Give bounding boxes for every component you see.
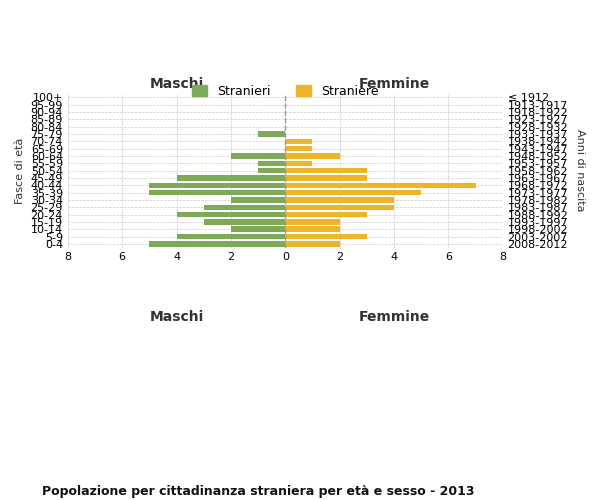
Bar <box>285 197 394 202</box>
Bar <box>285 219 340 224</box>
Y-axis label: Fasce di età: Fasce di età <box>15 138 25 204</box>
Bar <box>231 197 285 202</box>
Bar <box>231 226 285 232</box>
Text: Maschi: Maschi <box>149 310 203 324</box>
Bar <box>204 204 285 210</box>
Bar <box>204 219 285 224</box>
Bar <box>285 168 367 173</box>
Bar <box>285 146 313 152</box>
Bar <box>285 154 340 159</box>
Bar <box>176 234 285 239</box>
Bar <box>285 138 313 144</box>
Bar <box>258 168 285 173</box>
Bar <box>258 160 285 166</box>
Bar <box>285 182 476 188</box>
Bar <box>285 160 313 166</box>
Bar <box>149 241 285 246</box>
Bar <box>285 175 367 180</box>
Bar <box>176 175 285 180</box>
Bar <box>149 182 285 188</box>
Bar <box>285 234 367 239</box>
Bar <box>285 212 367 218</box>
Text: Femmine: Femmine <box>358 310 430 324</box>
Bar <box>285 226 340 232</box>
Text: Femmine: Femmine <box>358 76 430 90</box>
Bar <box>231 154 285 159</box>
Bar <box>258 132 285 137</box>
Bar <box>149 190 285 196</box>
Y-axis label: Anni di nascita: Anni di nascita <box>575 130 585 212</box>
Text: Popolazione per cittadinanza straniera per età e sesso - 2013: Popolazione per cittadinanza straniera p… <box>42 485 475 498</box>
Bar <box>285 204 394 210</box>
Legend: Stranieri, Straniere: Stranieri, Straniere <box>187 80 383 103</box>
Bar <box>285 241 340 246</box>
Bar <box>285 190 421 196</box>
Bar <box>176 212 285 218</box>
Text: Maschi: Maschi <box>149 76 203 90</box>
